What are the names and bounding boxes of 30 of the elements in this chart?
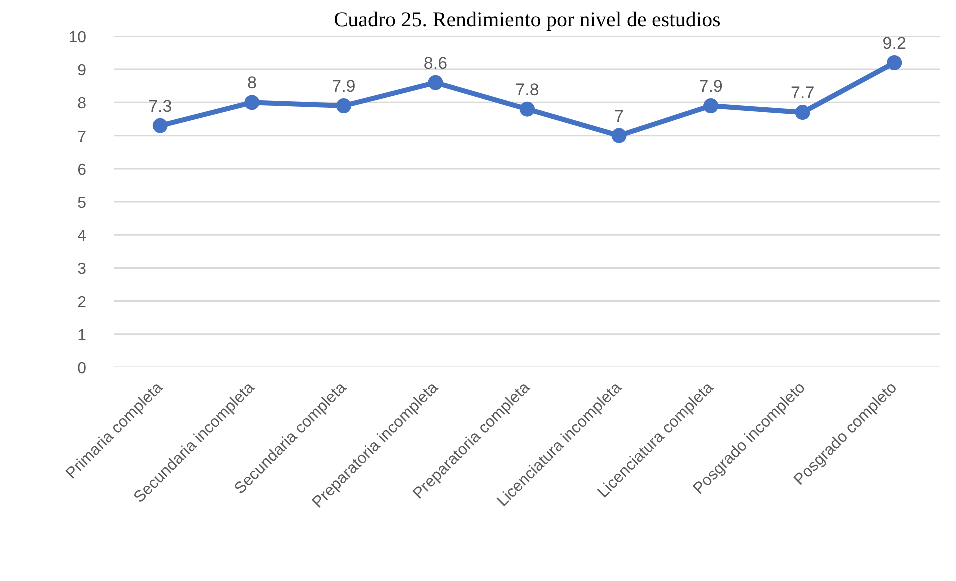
y-tick-label: 10: [68, 30, 87, 46]
point: [244, 95, 260, 110]
point: [428, 75, 444, 90]
y-tick-label: 1: [78, 327, 87, 344]
data-label: 7.9: [699, 77, 723, 96]
chart-title: Cuadro 25. Rendimiento por nivel de estudios: [334, 8, 721, 32]
data-label: 7.8: [516, 80, 540, 100]
point: [795, 105, 810, 120]
y-tick-label: 2: [78, 294, 87, 312]
data-label: 9.2: [882, 34, 906, 53]
data-label: 8.6: [424, 54, 448, 73]
point: [704, 98, 719, 114]
data-label: 7.3: [148, 96, 172, 116]
point: [336, 98, 352, 114]
y-tick-label: 8: [78, 96, 87, 113]
y-tick-label: 0: [78, 360, 87, 378]
data-label: 7: [614, 106, 624, 126]
y-tick-label: 4: [78, 228, 87, 246]
point: [612, 128, 627, 144]
y-tick-label: 3: [78, 261, 87, 278]
data-label: 7.7: [791, 84, 815, 103]
point: [520, 102, 535, 117]
point: [152, 118, 168, 134]
y-tick-label: 7: [78, 128, 87, 146]
data-label: 8: [247, 74, 257, 93]
point: [887, 55, 902, 70]
y-tick-label: 9: [78, 62, 87, 80]
y-tick-label: 6: [78, 162, 87, 179]
data-label: 7.9: [332, 77, 356, 96]
y-tick-label: 5: [78, 195, 87, 212]
